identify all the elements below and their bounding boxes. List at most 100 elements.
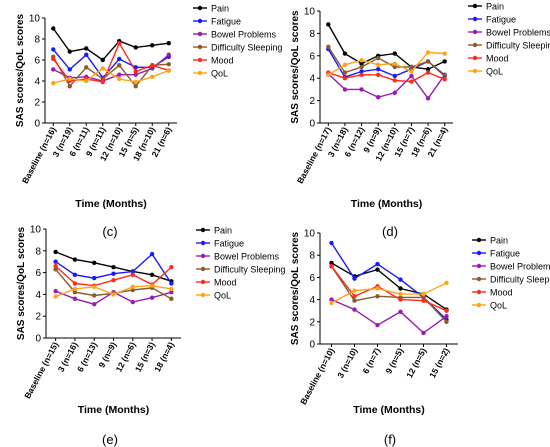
data-point: [359, 72, 364, 78]
data-point: [352, 276, 357, 281]
data-point: [169, 296, 174, 301]
legend-swatch-marker: [197, 57, 203, 63]
data-point: [375, 62, 381, 67]
legend-swatch-marker: [472, 42, 478, 48]
data-point: [375, 261, 380, 267]
data-point: [352, 288, 357, 293]
legend-swatch-marker: [476, 276, 482, 282]
data-point: [130, 284, 135, 289]
data-point: [442, 59, 447, 64]
data-point: [375, 286, 380, 291]
y-tick-label: 2: [34, 98, 40, 109]
data-point: [342, 87, 348, 92]
data-point: [150, 43, 155, 48]
data-point: [72, 296, 78, 301]
x-tick-label: 3 (n=10): [335, 346, 359, 379]
data-point: [117, 76, 122, 82]
data-point: [84, 65, 89, 70]
data-point: [67, 67, 72, 72]
data-point: [53, 249, 58, 255]
series-line: [331, 282, 447, 304]
legend: Pain Fatigue Bowel Problems Difficulty Slee…: [472, 236, 550, 311]
data-point: [352, 294, 357, 299]
data-point: [421, 291, 426, 297]
data-point: [326, 44, 331, 50]
x-tick-label: 15 (n=2): [427, 346, 451, 379]
data-point: [342, 76, 348, 81]
data-point: [51, 26, 56, 31]
data-point: [444, 314, 449, 319]
legend-label: Pain: [211, 4, 229, 14]
data-point: [149, 295, 155, 300]
panel-caption: (d): [382, 224, 398, 239]
data-point: [375, 95, 381, 100]
data-point: [130, 299, 135, 305]
x-tick-label: 6 (n=7): [360, 346, 382, 375]
data-point: [130, 272, 135, 277]
y-tick-label: 10: [304, 229, 316, 240]
legend-label: Fatigue: [486, 15, 516, 25]
legend-label: Difficulty Sleeping: [214, 265, 285, 275]
data-point: [111, 278, 116, 283]
data-point: [67, 49, 72, 54]
data-point: [100, 57, 105, 63]
legend-label: Difficulty Sleeping: [211, 43, 282, 53]
data-point: [111, 292, 116, 297]
y-tick-label: 0: [309, 340, 315, 351]
data-point: [375, 72, 381, 78]
data-point: [398, 309, 403, 315]
data-point: [133, 69, 138, 74]
data-point: [392, 51, 398, 56]
legend-swatch-marker: [197, 70, 203, 76]
legend-swatch-marker: [200, 279, 206, 285]
series-line: [327, 73, 446, 100]
legend-swatch-marker: [200, 227, 206, 233]
legend-label: Mood: [214, 278, 237, 288]
y-tick-label: 6: [35, 268, 41, 279]
panel-caption: (f): [384, 432, 396, 447]
series-line: [327, 46, 446, 76]
y-tick-label: 2: [309, 96, 315, 107]
x-tick-label: 12 (n=5): [404, 346, 428, 379]
series-line: [331, 298, 447, 334]
data-point: [392, 61, 398, 66]
data-point: [166, 68, 171, 73]
data-point: [53, 263, 58, 269]
legend-swatch-marker: [200, 292, 206, 298]
y-tick-label: 8: [309, 251, 315, 262]
data-point: [111, 264, 116, 270]
y-axis-title: SAS scores/QoL scores: [290, 231, 301, 345]
data-point: [166, 61, 171, 67]
series-line: [327, 51, 445, 76]
data-point: [72, 272, 78, 277]
data-point: [392, 90, 398, 95]
legend-swatch-marker: [200, 266, 206, 272]
x-axis-title: Time (Months): [75, 198, 147, 210]
series-line: [330, 242, 447, 321]
y-tick-label: 6: [309, 51, 315, 62]
legend-label: Mood: [211, 56, 234, 66]
data-point: [444, 308, 449, 313]
data-point: [72, 290, 78, 295]
legend-label: QoL: [211, 69, 228, 79]
legend-label: Bowel Problems: [214, 252, 280, 262]
data-point: [375, 322, 380, 328]
legend-label: Fatigue: [490, 249, 520, 259]
data-point: [359, 87, 364, 92]
legend-swatch-marker: [197, 18, 203, 24]
series-line: [328, 71, 445, 83]
series-line: [53, 67, 170, 84]
data-point: [84, 78, 89, 84]
legend: Pain Fatigue Bowel Problems Difficulty Slee…: [193, 4, 282, 79]
data-point: [352, 307, 357, 312]
data-point: [421, 295, 426, 300]
data-point: [92, 260, 97, 265]
data-point: [409, 69, 414, 74]
data-point: [53, 267, 58, 272]
data-point: [392, 78, 398, 83]
x-axis-title: Time (Months): [351, 198, 423, 210]
data-point: [444, 319, 449, 324]
y-tick-label: 4: [309, 74, 315, 85]
data-point: [329, 297, 334, 302]
